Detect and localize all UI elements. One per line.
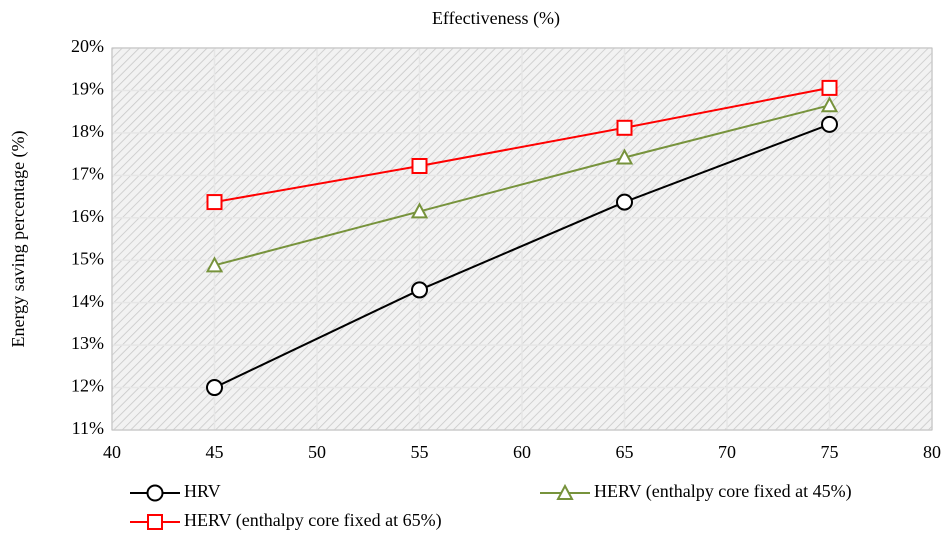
y-tick-label: 19%: [71, 79, 104, 99]
series-line: [214, 104, 830, 267]
x-tick-label: 80: [923, 442, 941, 462]
marker: [556, 483, 574, 500]
y-tick-label: 14%: [71, 291, 104, 311]
series-line: [214, 86, 830, 204]
x-tick-label: 65: [616, 442, 634, 462]
y-tick-label: 18%: [71, 121, 104, 141]
marker: [205, 256, 224, 273]
marker: [616, 119, 633, 136]
x-tick-label: 50: [308, 442, 326, 462]
x-tick-label: 55: [411, 442, 429, 462]
y-tick-label: 16%: [71, 206, 104, 226]
y-tick-label: 17%: [71, 163, 104, 183]
series-line: [214, 123, 830, 389]
y-tick-label: 15%: [71, 248, 104, 268]
y-tick-label: 12%: [71, 376, 104, 396]
x-tick-label: 60: [513, 442, 531, 462]
marker: [410, 202, 429, 219]
plot-border: [111, 47, 933, 431]
legend-label: HERV (enthalpy core fixed at 45%): [594, 481, 852, 502]
marker: [146, 484, 164, 502]
marker: [206, 379, 223, 397]
legend-label: HRV: [184, 481, 221, 501]
marker: [821, 79, 838, 96]
marker: [615, 148, 634, 165]
marker: [411, 281, 428, 299]
x-tick-label: 45: [206, 442, 224, 462]
marker: [821, 115, 838, 133]
x-tick-label: 75: [821, 442, 839, 462]
x-tick-label: 70: [718, 442, 736, 462]
marker: [411, 157, 428, 174]
y-tick-label: 20%: [71, 36, 104, 56]
y-tick-label: 13%: [71, 333, 104, 353]
chart-title: Effectiveness (%): [432, 8, 560, 29]
marker: [206, 194, 223, 211]
y-axis-title: Energy saving percentage (%): [8, 130, 29, 347]
x-tick-label: 40: [103, 442, 121, 462]
legend-label: HERV (enthalpy core fixed at 65%): [184, 510, 442, 531]
y-tick-label: 11%: [72, 418, 104, 438]
marker: [820, 96, 839, 113]
marker: [147, 514, 163, 530]
marker: [616, 193, 633, 211]
